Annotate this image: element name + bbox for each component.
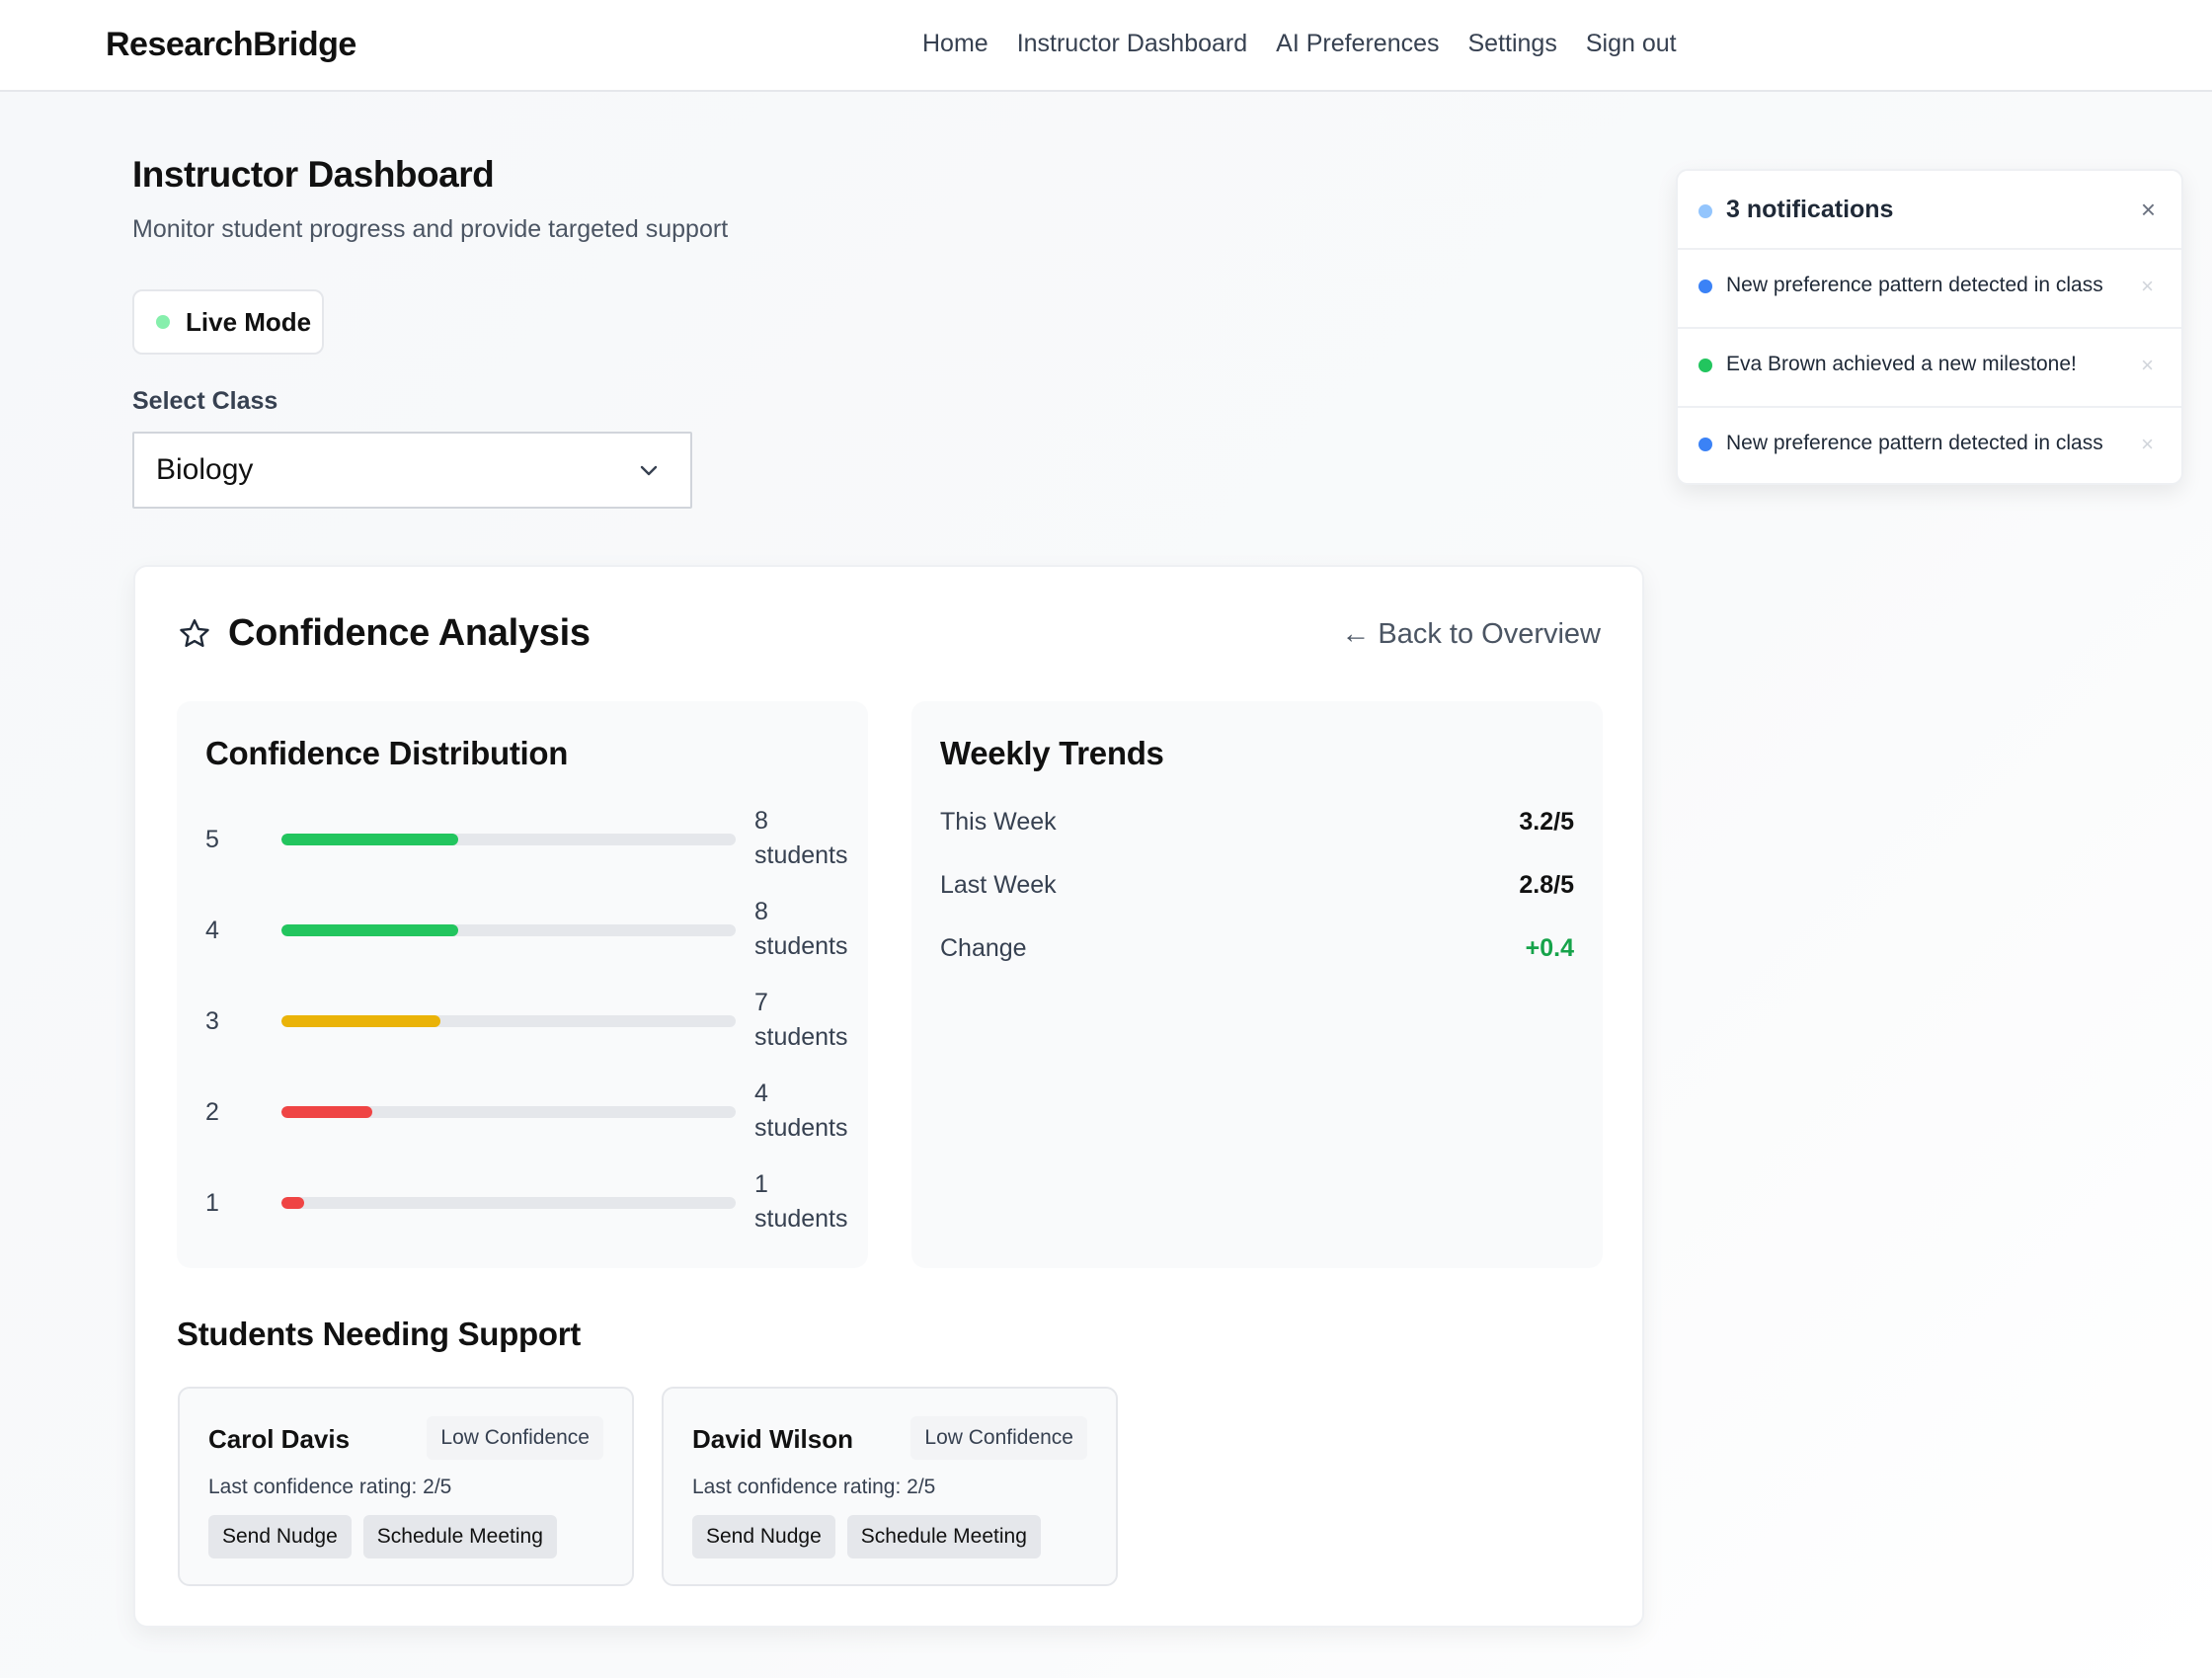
distribution-bar-fill [281, 1197, 304, 1209]
last-week-value: 2.8/5 [1519, 871, 1574, 899]
student-count: 1 students [754, 1170, 848, 1233]
student-card: Carol Davis Low Confidence Last confiden… [178, 1387, 634, 1586]
student-count: 4 students [754, 1079, 848, 1142]
brand-logo[interactable]: ResearchBridge [106, 26, 356, 63]
notification-dot-icon [1698, 359, 1712, 372]
back-to-overview-link[interactable]: ← Back to Overview [1341, 618, 1601, 650]
card-header: Confidence Analysis [177, 612, 591, 655]
students-needing-support-title: Students Needing Support [177, 1316, 581, 1352]
student-actions: Send Nudge Schedule Meeting [692, 1515, 1041, 1558]
this-week-value: 3.2/5 [1519, 808, 1574, 836]
schedule-meeting-button[interactable]: Schedule Meeting [362, 1515, 557, 1558]
notification-text: New preference pattern detected in class [1726, 274, 2103, 296]
chevron-down-icon [640, 465, 658, 476]
page-subtitle: Monitor student progress and provide tar… [132, 215, 729, 243]
confidence-level: 2 [205, 1098, 219, 1126]
confidence-analysis-card: Confidence Analysis ← Back to Overview C… [133, 565, 1644, 1628]
notification-dot-icon [1698, 280, 1712, 293]
status-badge: Low Confidence [427, 1416, 603, 1460]
notifications-header: 3 notifications × [1678, 171, 2181, 250]
status-badge: Low Confidence [910, 1416, 1087, 1460]
distribution-bar-track [281, 1106, 736, 1118]
student-actions: Send Nudge Schedule Meeting [208, 1515, 557, 1558]
nav-settings[interactable]: Settings [1467, 30, 1557, 57]
student-card: David Wilson Low Confidence Last confide… [662, 1387, 1118, 1586]
notification-item[interactable]: Eva Brown achieved a new milestone! × [1678, 329, 2181, 408]
weekly-trends-panel: Weekly Trends This Week 3.2/5 Last Week … [911, 701, 1603, 1268]
schedule-meeting-button[interactable]: Schedule Meeting [846, 1515, 1041, 1558]
distribution-title: Confidence Distribution [205, 735, 569, 771]
weekly-trends-title: Weekly Trends [940, 735, 1164, 771]
class-select-value: Biology [156, 453, 254, 486]
main-nav: Home Instructor Dashboard AI Preferences… [922, 30, 1677, 58]
distribution-row: 3 7 students [205, 986, 857, 1055]
distribution-bar-fill [281, 924, 459, 936]
distribution-row: 1 1 students [205, 1167, 857, 1237]
distribution-bar-fill [281, 1015, 440, 1027]
distribution-bar-track [281, 1015, 736, 1027]
last-rating-text: Last confidence rating: 2/5 [692, 1476, 936, 1498]
trend-row-this-week: This Week 3.2/5 [940, 808, 1574, 847]
top-navigation-bar: ResearchBridge Home Instructor Dashboard… [0, 0, 2212, 92]
trend-row-change: Change +0.4 [940, 934, 1574, 974]
student-count: 8 students [754, 898, 848, 960]
class-select[interactable]: Biology [132, 432, 692, 509]
nav-sign-out[interactable]: Sign out [1585, 30, 1677, 57]
select-class-label: Select Class [132, 387, 278, 415]
dismiss-icon[interactable]: × [2141, 432, 2154, 456]
distribution-row: 4 8 students [205, 895, 857, 964]
send-nudge-button[interactable]: Send Nudge [692, 1515, 835, 1558]
notification-indicator-icon [1698, 204, 1712, 218]
notification-text: Eva Brown achieved a new milestone! [1726, 353, 2077, 375]
notification-item[interactable]: New preference pattern detected in class… [1678, 250, 2181, 329]
student-count: 8 students [754, 807, 848, 869]
confidence-level: 3 [205, 1007, 219, 1035]
dismiss-icon[interactable]: × [2141, 274, 2154, 298]
distribution-row: 5 8 students [205, 804, 857, 873]
nav-instructor-dashboard[interactable]: Instructor Dashboard [1016, 30, 1248, 57]
distribution-bar-track [281, 924, 736, 936]
student-name: David Wilson [692, 1424, 854, 1454]
star-icon [180, 618, 209, 647]
live-status-dot-icon [156, 315, 170, 329]
student-name: Carol Davis [208, 1424, 351, 1454]
distribution-row: 2 4 students [205, 1077, 857, 1146]
student-count: 7 students [754, 989, 848, 1051]
confidence-level: 4 [205, 917, 219, 944]
notification-text: New preference pattern detected in class [1726, 432, 2103, 454]
dismiss-icon[interactable]: × [2141, 353, 2154, 377]
confidence-level: 5 [205, 826, 219, 853]
distribution-bar-track [281, 834, 736, 845]
nav-home[interactable]: Home [922, 30, 988, 57]
distribution-bar-fill [281, 834, 459, 845]
live-mode-label: Live Mode [186, 306, 312, 337]
page-title: Instructor Dashboard [132, 154, 495, 195]
confidence-level: 1 [205, 1189, 219, 1217]
trend-row-last-week: Last Week 2.8/5 [940, 871, 1574, 911]
notifications-panel: 3 notifications × New preference pattern… [1676, 169, 2183, 485]
change-value: +0.4 [1525, 934, 1574, 962]
nav-ai-preferences[interactable]: AI Preferences [1276, 30, 1440, 57]
confidence-analysis-title: Confidence Analysis [228, 612, 591, 654]
close-icon[interactable]: × [2140, 195, 2156, 224]
notification-item[interactable]: New preference pattern detected in class… [1678, 408, 2181, 487]
last-rating-text: Last confidence rating: 2/5 [208, 1476, 452, 1498]
notification-dot-icon [1698, 438, 1712, 451]
live-mode-button[interactable]: Live Mode [132, 289, 324, 355]
send-nudge-button[interactable]: Send Nudge [208, 1515, 352, 1558]
distribution-bar-fill [281, 1106, 372, 1118]
distribution-bar-track [281, 1197, 736, 1209]
notifications-count: 3 notifications [1726, 196, 1894, 223]
